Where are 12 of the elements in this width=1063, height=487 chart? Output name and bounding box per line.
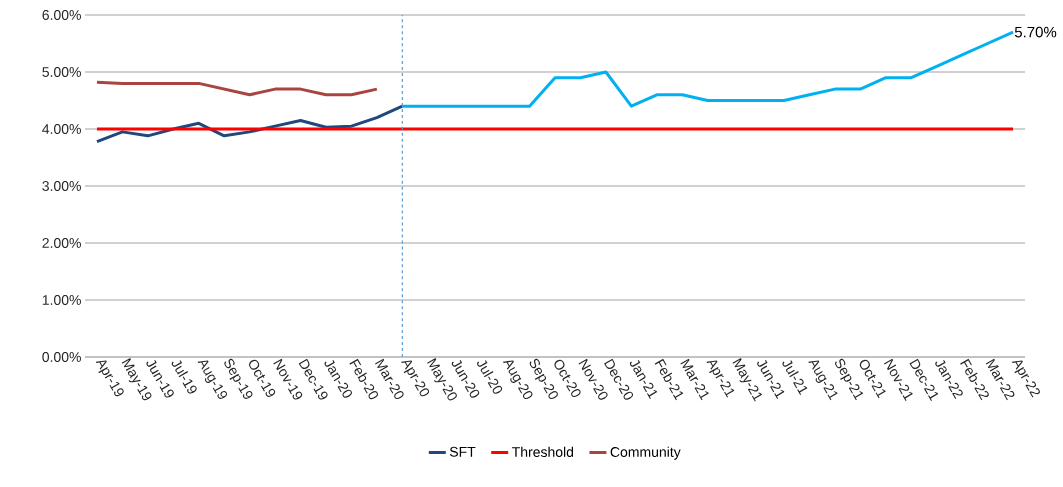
annotation: 5.70% [1014, 26, 1057, 38]
legend-label: Community [610, 446, 681, 460]
y-tick-label: 6.00% [42, 10, 81, 20]
y-tick-label: 3.00% [42, 181, 81, 191]
line-series [95, 104, 404, 144]
legend-label: SFT [449, 446, 476, 457]
y-tick-label: 1.00% [42, 295, 81, 305]
y-tick-label: 0.00% [42, 352, 81, 362]
y-tick-label: 2.00% [42, 238, 81, 248]
y-tick-label: 5.00% [42, 67, 81, 77]
y-tick-label: 4.00% [42, 124, 81, 134]
legend-label: Threshold [512, 446, 574, 457]
